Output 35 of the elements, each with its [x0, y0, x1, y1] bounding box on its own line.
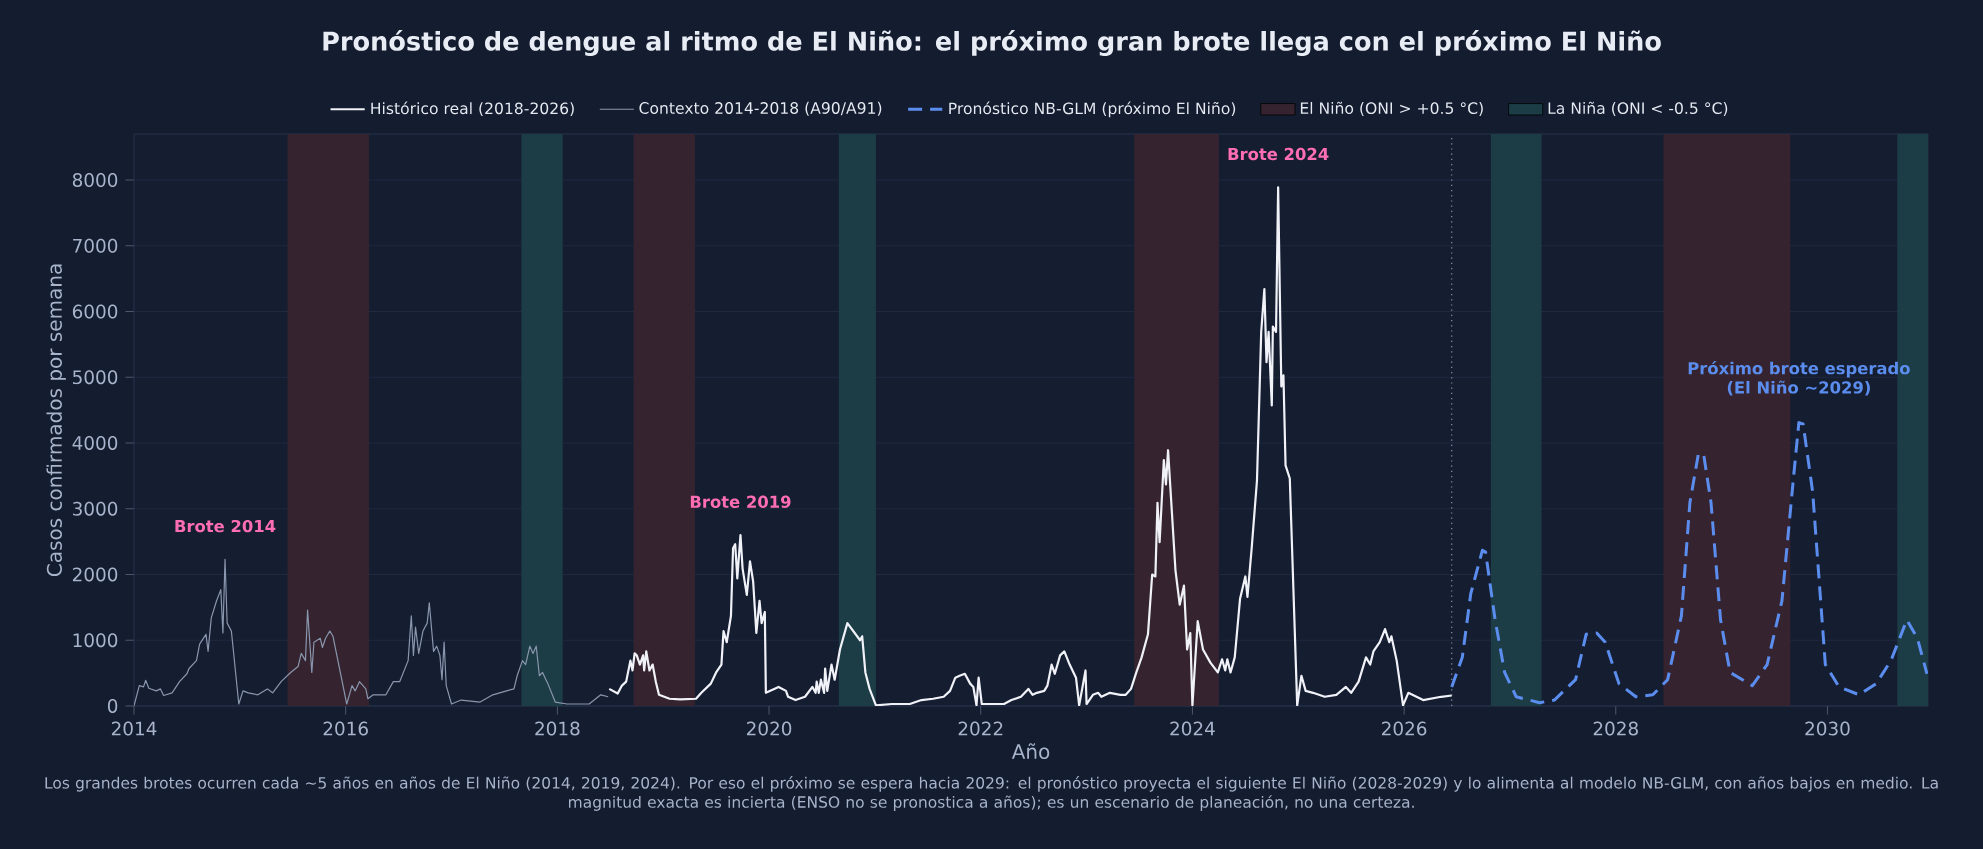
- text: Los grandes brotes ocurren cada ~5 años en años de El Niño (2014, 2019, 2024). Por eso el próximo se espera hacia 2029: el pronóstico proyecta el siguiente El Niño (2028-2029) y lo alimenta al modelo NB-GLM, con años bajos en medio. La magnitud exacta es incierta (ENSO no se pronostica a años); es un escenario de planeación, no una certeza.: [45, 776, 1938, 811]
- x-tick-label: 2024: [1170, 721, 1215, 736]
- chart-title: Pronóstico de dengue al ritmo de El Niño: el próximo gran brote llega con el próximo El Niño: [323, 29, 1661, 56]
- line-series: [1450, 421, 1928, 705]
- x-tick-label: 2022: [958, 721, 1003, 736]
- x-axis-title: Año: [1011, 743, 1050, 760]
- legend-label: Pronóstico NB-GLM (próximo El Niño): [949, 101, 1236, 118]
- y-tick-label: 4000: [72, 436, 118, 450]
- x-tick-label: 2030: [1805, 721, 1850, 736]
- annotation: Brote 2024: [1228, 147, 1329, 161]
- line-series: [608, 186, 1453, 706]
- y-tick-label: 3000: [73, 501, 118, 516]
- annotation: Brote 2014: [175, 519, 276, 533]
- legend-label: Histórico real (2018-2026): [371, 101, 574, 117]
- y-axis-title: Casos confirmados por semana: [46, 264, 66, 577]
- y-tick-label: 5000: [73, 370, 118, 385]
- y-tick-label: 7000: [73, 238, 118, 253]
- line-series: [134, 558, 609, 706]
- annotation: Brote 2019: [690, 495, 791, 508]
- y-tick-label: 6000: [72, 304, 118, 319]
- legend-label: La Niña (ONI < -0.5 °C): [1548, 101, 1728, 116]
- x-tick-label: 2016: [323, 721, 368, 736]
- x-tick-label: 2026: [1382, 721, 1427, 736]
- x-tick-label: 2028: [1593, 721, 1638, 736]
- y-tick-label: 0: [107, 699, 118, 713]
- annotation: Próximo brote esperado: [1688, 361, 1910, 378]
- x-tick-label: 2020: [746, 721, 792, 736]
- y-tick-label: 8000: [72, 173, 118, 187]
- legend-label: Contexto 2014-2018 (A90/A91): [639, 101, 882, 116]
- x-tick-label: 2018: [535, 721, 580, 736]
- annotation: (El Niño ~2029): [1727, 380, 1870, 396]
- legend-label: El Niño (ONI > +0.5 °C): [1300, 101, 1483, 116]
- x-tick-label: 2014: [111, 721, 157, 736]
- y-tick-label: 2000: [72, 567, 118, 582]
- y-tick-label: 1000: [73, 633, 118, 648]
